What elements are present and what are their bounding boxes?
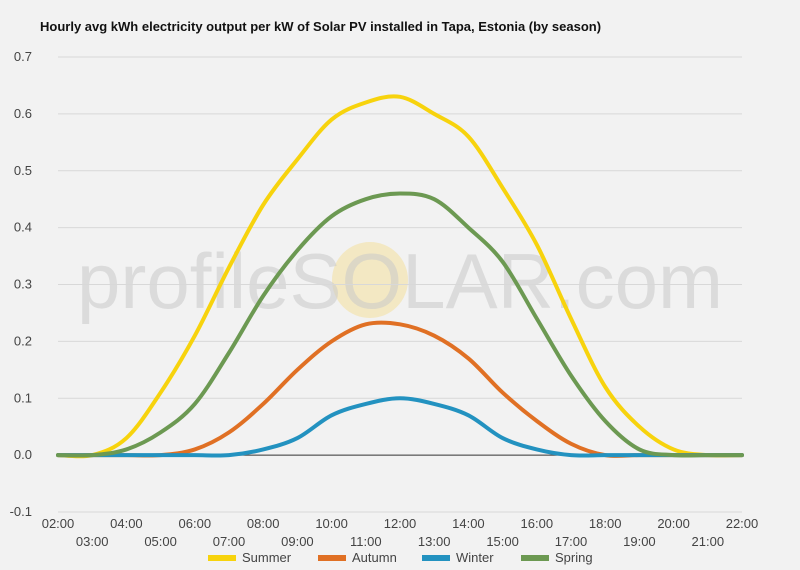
legend-label-summer: Summer bbox=[242, 550, 292, 565]
series-line-spring bbox=[56, 191, 744, 458]
y-tick-label: 0.2 bbox=[14, 333, 32, 348]
chart-title: Hourly avg kWh electricity output per kW… bbox=[40, 19, 602, 34]
y-tick-label: 0.5 bbox=[14, 163, 32, 178]
gridlines bbox=[58, 56, 742, 513]
x-tick-label: 08:00 bbox=[247, 516, 280, 531]
y-tick-label: -0.1 bbox=[10, 504, 32, 519]
y-tick-label: 0.1 bbox=[14, 390, 32, 405]
x-tick-label: 03:00 bbox=[76, 534, 109, 549]
x-tick-label: 07:00 bbox=[213, 534, 246, 549]
watermark: profileSOLAR.com bbox=[77, 237, 723, 325]
x-tick-label: 13:00 bbox=[418, 534, 451, 549]
legend-swatch-summer bbox=[208, 555, 236, 561]
x-tick-label: 18:00 bbox=[589, 516, 622, 531]
legend-swatch-winter bbox=[422, 555, 450, 561]
y-tick-label: 0.7 bbox=[14, 49, 32, 64]
y-tick-label: 0.6 bbox=[14, 106, 32, 121]
x-tick-label: 17:00 bbox=[555, 534, 588, 549]
series-line-winter bbox=[56, 396, 744, 458]
y-tick-label: 0.4 bbox=[14, 220, 32, 235]
y-tick-label: 0.3 bbox=[14, 277, 32, 292]
legend: Summer Autumn Winter Spring bbox=[208, 550, 593, 565]
legend-label-spring: Spring bbox=[555, 550, 593, 565]
legend-label-autumn: Autumn bbox=[352, 550, 397, 565]
series-line-summer bbox=[56, 94, 744, 459]
x-tick-label: 05:00 bbox=[144, 534, 177, 549]
x-tick-label: 19:00 bbox=[623, 534, 656, 549]
x-axis: 02:0003:0004:0005:0006:0007:0008:0009:00… bbox=[42, 516, 759, 549]
x-tick-label: 15:00 bbox=[486, 534, 519, 549]
legend-label-winter: Winter bbox=[456, 550, 494, 565]
y-tick-label: 0.0 bbox=[14, 447, 32, 462]
x-tick-label: 02:00 bbox=[42, 516, 75, 531]
legend-swatch-autumn bbox=[318, 555, 346, 561]
x-tick-label: 10:00 bbox=[315, 516, 348, 531]
watermark-text: profileSOLAR.com bbox=[77, 237, 723, 325]
x-tick-label: 09:00 bbox=[281, 534, 314, 549]
y-axis: -0.1 0.0 0.1 0.2 0.3 0.4 0.5 0.6 0.7 bbox=[10, 49, 32, 519]
x-tick-label: 11:00 bbox=[350, 534, 382, 549]
x-tick-label: 06:00 bbox=[179, 516, 212, 531]
legend-swatch-spring bbox=[521, 555, 549, 561]
x-tick-label: 21:00 bbox=[692, 534, 725, 549]
x-tick-label: 14:00 bbox=[452, 516, 485, 531]
x-tick-label: 20:00 bbox=[657, 516, 690, 531]
x-tick-label: 04:00 bbox=[110, 516, 143, 531]
series-lines bbox=[56, 94, 744, 459]
x-tick-label: 12:00 bbox=[384, 516, 417, 531]
x-tick-label: 22:00 bbox=[726, 516, 759, 531]
x-tick-label: 16:00 bbox=[521, 516, 554, 531]
watermark-sun bbox=[332, 242, 408, 318]
